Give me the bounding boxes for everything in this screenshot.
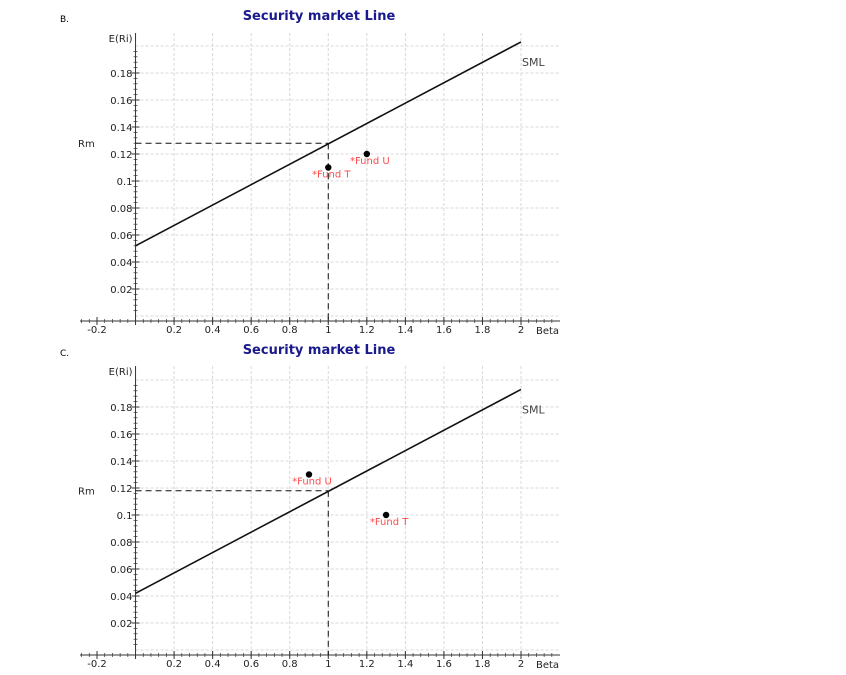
x-tick-label: 0.6 <box>243 325 259 336</box>
x-tick-label: 1.4 <box>397 325 413 336</box>
fund-point-marker <box>325 164 332 171</box>
x-tick-label: 1 <box>325 325 331 336</box>
sml-label: SML <box>522 56 545 69</box>
y-tick-label: 0.1 <box>117 177 133 188</box>
y-tick-label: 0.14 <box>110 123 132 134</box>
x-tick-label: 1.8 <box>475 659 491 670</box>
y-tick-label: 0.08 <box>110 204 132 215</box>
x-tick-label: 0.8 <box>282 659 298 670</box>
fund-point-label: *Fund T <box>370 517 409 528</box>
chart-title: Security market Line <box>243 9 396 24</box>
y-tick-label: 0.1 <box>117 511 133 522</box>
fund-point-label: *Fund U <box>350 156 390 167</box>
x-tick-label: 0.8 <box>282 325 298 336</box>
x-tick-label: 0.4 <box>205 659 221 670</box>
sml-label: SML <box>522 403 545 416</box>
y-tick-label: 0.06 <box>110 565 132 576</box>
y-axis-label: E(Ri) <box>109 34 133 45</box>
x-tick-label: 0.4 <box>205 325 221 336</box>
y-tick-label: 0.16 <box>110 430 132 441</box>
y-axis-label: E(Ri) <box>109 367 133 378</box>
y-tick-label: 0.12 <box>110 150 132 161</box>
y-tick-label: 0.14 <box>110 457 132 468</box>
fund-point-marker <box>363 150 371 158</box>
sml-line <box>135 41 522 247</box>
x-tick-label: 2 <box>518 659 524 670</box>
x-axis-label: Beta <box>536 660 559 671</box>
grid <box>135 33 560 321</box>
y-tick-label: 0.12 <box>110 484 132 495</box>
rm-label: Rm <box>78 487 95 498</box>
sml-line <box>135 388 522 595</box>
y-tick-label: 0.02 <box>110 285 132 296</box>
y-tick-label: 0.04 <box>110 258 132 269</box>
x-tick-label: 1.8 <box>475 325 491 336</box>
x-tick-label: -0.2 <box>87 659 107 670</box>
y-tick-label: 0.16 <box>110 96 132 107</box>
y-tick-label: 0.08 <box>110 538 132 549</box>
option-label: B. <box>60 15 69 25</box>
chart-title: Security market Line <box>243 343 396 358</box>
x-tick-label: 1 <box>325 659 331 670</box>
x-tick-label: 1.4 <box>397 659 413 670</box>
grid <box>135 366 560 655</box>
y-tick-label: 0.06 <box>110 231 132 242</box>
fund-point-marker <box>305 471 313 478</box>
fund-point-marker <box>382 511 390 519</box>
y-tick-label: 0.02 <box>110 619 132 630</box>
rm-label: Rm <box>78 139 95 150</box>
x-tick-label: 0.2 <box>166 325 182 336</box>
x-tick-label: 0.6 <box>243 659 259 670</box>
chart-panel-c: -0.2 0.2 0.4 0.6 0.8 1 1.2 1.4 1.6 1.8 2 0.02 0.04 0.… <box>60 343 560 671</box>
y-tick-label: 0.18 <box>110 403 132 414</box>
chart-panel-b: -0.2 0.2 0.4 0.6 0.8 1 1.2 1.4 1.6 1.8 2 0.02 0.04 0.… <box>60 9 560 337</box>
x-tick-label: 1.2 <box>359 659 375 670</box>
fund-point-label: *Fund T <box>312 170 351 181</box>
fund-point-label: *Fund U <box>292 477 332 488</box>
x-tick-label: 1.6 <box>436 325 452 336</box>
option-label: C. <box>60 349 69 359</box>
x-tick-label: 2 <box>518 325 524 336</box>
x-tick-label: 0.2 <box>166 659 182 670</box>
x-axis-label: Beta <box>536 326 559 337</box>
x-tick-label: -0.2 <box>87 325 107 336</box>
y-tick-label: 0.18 <box>110 69 132 80</box>
x-tick-label: 1.6 <box>436 659 452 670</box>
y-tick-label: 0.04 <box>110 592 132 603</box>
x-tick-label: 1.2 <box>359 325 375 336</box>
